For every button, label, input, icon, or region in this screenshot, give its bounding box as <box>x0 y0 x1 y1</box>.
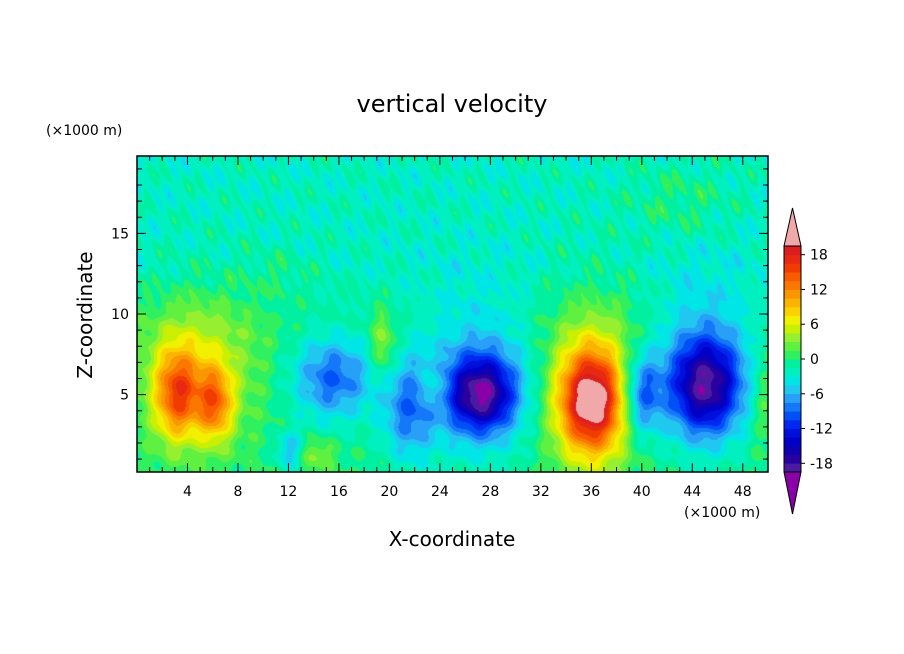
colorbar-band <box>784 246 801 256</box>
colorbar-band <box>784 341 801 351</box>
x-tick-label: 24 <box>431 484 449 500</box>
colorbar-band <box>784 454 801 464</box>
colorbar-tick-label: 12 <box>810 282 828 298</box>
colorbar-band <box>784 376 801 386</box>
z-tick-label: 15 <box>111 226 129 242</box>
colorbar-min-extension <box>783 471 802 515</box>
x-tick-label: 40 <box>633 484 651 500</box>
colorbar-band <box>784 359 801 369</box>
colorbar-band <box>784 298 801 308</box>
colorbar: 18 12 6 0 -6 -12 -18 <box>783 207 833 515</box>
x-axis-label: X-coordinate <box>389 527 516 551</box>
z-axis-ticks: 5 10 15 <box>111 168 768 460</box>
colorbar-tick-label: 0 <box>810 352 819 368</box>
colorbar-band <box>784 315 801 325</box>
colorbar-band <box>784 254 801 264</box>
colorbar-tick-label: -18 <box>810 456 833 472</box>
x-tick-label: 4 <box>183 484 192 500</box>
x-tick-label: 8 <box>233 484 242 500</box>
x-tick-label: 16 <box>330 484 348 500</box>
colorbar-tick-label: 18 <box>810 248 828 264</box>
colorbar-band <box>784 272 801 282</box>
colorbar-band <box>784 332 801 343</box>
colorbar-band <box>784 428 801 438</box>
colorbar-band <box>784 263 801 273</box>
heatmap-plot-area <box>137 156 768 472</box>
colorbar-band <box>784 324 801 334</box>
x-tick-label: 12 <box>280 484 298 500</box>
colorbar-band <box>784 463 801 473</box>
colorbar-tick-label: 6 <box>810 317 819 333</box>
y-axis-label: Z-coordinate <box>73 251 97 378</box>
colorbar-band <box>784 367 801 377</box>
x-tick-label: 32 <box>532 484 550 500</box>
colorbar-tick-label: -12 <box>810 422 833 438</box>
colorbar-band <box>784 350 801 360</box>
x-axis-ticks: 4 8 12 16 20 24 28 32 36 40 44 48 <box>149 156 756 500</box>
colorbar-band <box>784 419 801 429</box>
colorbar-max-extension <box>783 207 802 247</box>
colorbar-band <box>784 437 801 447</box>
x-unit-label: (×1000 m) <box>684 505 760 521</box>
colorbar-band <box>784 306 801 316</box>
colorbar-band <box>784 445 801 456</box>
colorbar-band <box>784 385 801 395</box>
colorbar-band <box>784 393 801 403</box>
colorbar-tick-label: -6 <box>810 387 824 403</box>
chart-title: vertical velocity <box>357 90 548 118</box>
x-tick-label: 20 <box>380 484 398 500</box>
x-tick-label: 44 <box>683 484 701 500</box>
x-tick-label: 36 <box>582 484 600 500</box>
x-tick-label: 28 <box>481 484 499 500</box>
z-tick-label: 5 <box>120 388 129 404</box>
z-unit-label: (×1000 m) <box>46 123 122 139</box>
z-tick-label: 10 <box>111 307 129 323</box>
velocity-field-canvas <box>137 156 768 472</box>
colorbar-band <box>784 280 801 290</box>
x-tick-label: 48 <box>734 484 752 500</box>
colorbar-band <box>784 289 801 299</box>
colorbar-band <box>784 402 801 412</box>
colorbar-band <box>784 411 801 421</box>
